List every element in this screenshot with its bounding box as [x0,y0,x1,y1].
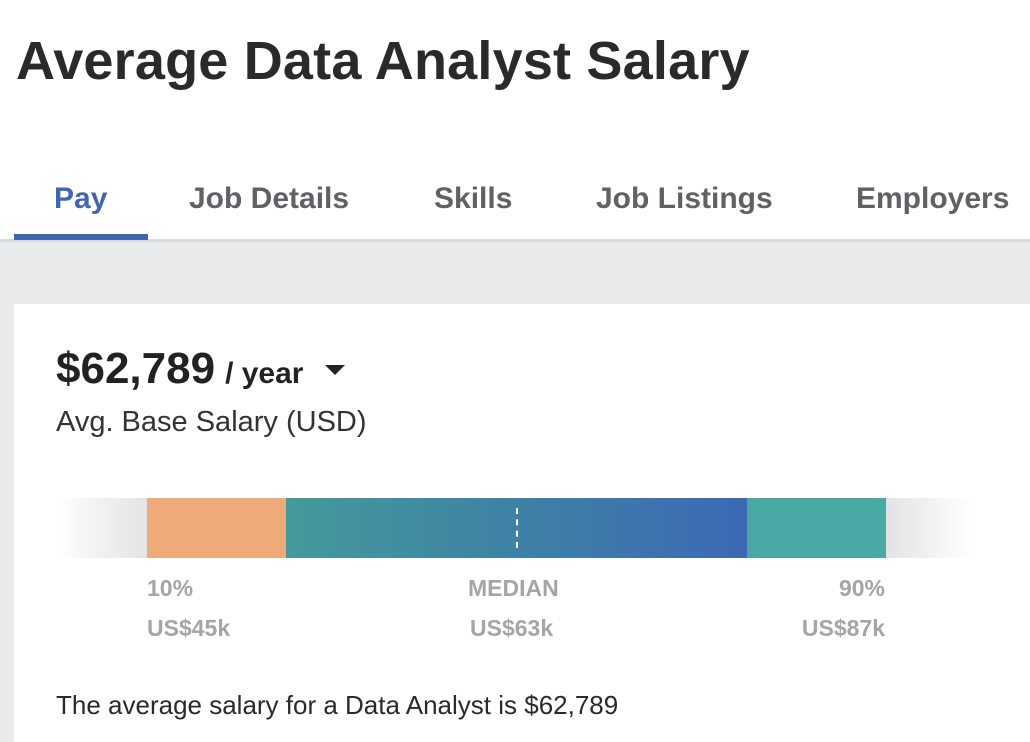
median-marker [516,508,518,548]
range-fade-left [56,498,148,558]
range-segment-low [147,498,286,558]
percentile-90-label: 90% [838,575,885,601]
page-title: Average Data Analyst Salary [16,31,750,91]
tab-pay[interactable]: Pay [54,182,108,215]
range-fade-right [886,498,972,558]
median-label: MEDIAN [468,575,559,601]
tab-bar: Pay Job Details Skills Job Listings Empl… [0,160,1030,242]
percentile-90-value: US$87k [801,615,885,641]
salary-subtitle: Avg. Base Salary (USD) [56,406,367,438]
range-segment-high [747,498,886,558]
chevron-down-icon[interactable] [325,365,346,375]
salary-range-bar [56,498,972,558]
salary-amount: $62,789 [56,344,216,393]
median-value: US$63k [470,615,554,641]
salary-header: $62,789 / year [56,344,346,394]
tab-employers[interactable]: Employers [856,182,1010,215]
tab-skills[interactable]: Skills [434,182,513,215]
active-tab-indicator [14,234,148,240]
salary-period[interactable]: / year [225,357,304,390]
tab-job-listings[interactable]: Job Listings [596,182,773,215]
tab-job-details[interactable]: Job Details [189,182,350,215]
salary-summary-text: The average salary for a Data Analyst is… [56,690,619,720]
percentile-10-label: 10% [147,575,194,601]
percentile-10-value: US$45k [147,615,231,641]
